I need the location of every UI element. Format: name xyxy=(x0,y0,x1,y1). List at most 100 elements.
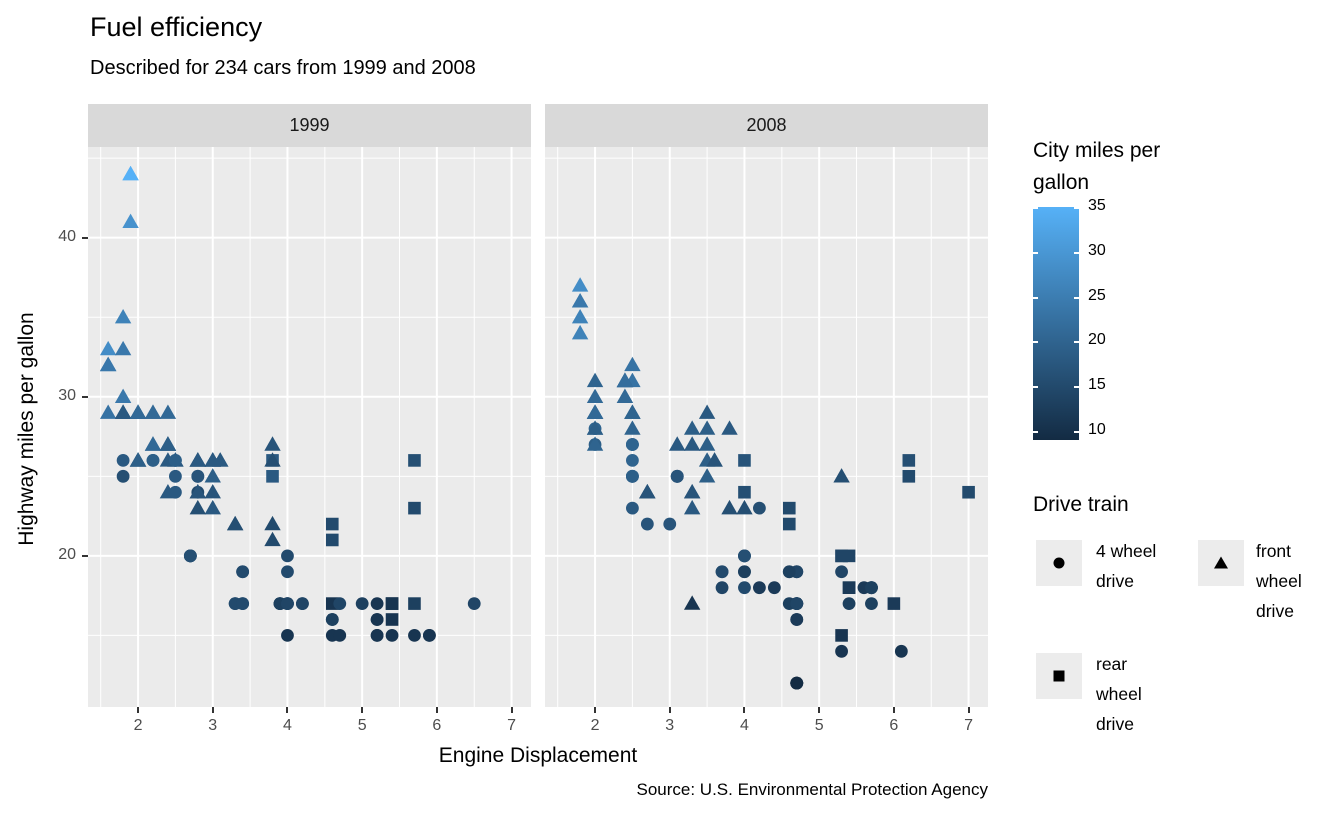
data-point xyxy=(146,454,160,467)
colorbar-tick-mark xyxy=(1033,341,1038,344)
data-point xyxy=(626,438,639,451)
x-tick-mark xyxy=(211,707,214,713)
x-tick-label: 7 xyxy=(964,717,974,734)
y-tick-mark xyxy=(82,554,88,557)
colorbar-tick-mark xyxy=(1074,341,1079,344)
data-point xyxy=(736,499,753,515)
data-point xyxy=(586,420,604,435)
data-point xyxy=(129,404,147,419)
data-point xyxy=(370,597,384,610)
data-point xyxy=(333,629,347,642)
data-point xyxy=(408,629,421,642)
x-tick-label: 2 xyxy=(590,717,600,734)
x-tick-mark xyxy=(668,707,671,713)
data-point xyxy=(236,597,250,610)
x-tick-label: 3 xyxy=(208,717,218,734)
data-point xyxy=(159,436,177,451)
colorbar-tick-mark xyxy=(1033,207,1038,209)
data-point xyxy=(122,165,139,181)
y-tick-label: 40 xyxy=(58,227,76,245)
x-tick-label: 5 xyxy=(357,717,367,734)
data-point xyxy=(99,404,117,419)
data-point xyxy=(183,549,197,563)
data-point xyxy=(782,565,796,579)
x-tick-label: 7 xyxy=(507,717,517,734)
colorbar-tick-mark xyxy=(1033,431,1038,434)
data-point xyxy=(325,517,339,531)
data-point xyxy=(698,404,716,419)
data-point xyxy=(887,597,901,610)
data-point xyxy=(626,469,639,483)
data-point xyxy=(586,436,604,451)
data-point xyxy=(204,452,221,467)
data-point xyxy=(144,436,162,451)
triangle-marker-icon xyxy=(1214,556,1228,569)
data-point xyxy=(189,452,207,467)
data-point xyxy=(226,515,244,531)
data-point xyxy=(189,484,207,499)
data-point xyxy=(738,581,751,595)
circle-marker-icon xyxy=(1053,557,1065,569)
colorbar-tick-label: 15 xyxy=(1088,376,1106,394)
y-axis-title: Highway miles per gallon xyxy=(15,312,38,546)
data-point xyxy=(191,469,205,483)
legend-label-4wd: 4 wheel drive xyxy=(1096,541,1157,591)
data-point xyxy=(333,597,347,610)
data-point xyxy=(571,309,589,324)
data-point xyxy=(894,644,908,658)
data-point xyxy=(683,595,701,610)
x-tick-mark xyxy=(892,707,895,713)
colorbar-tick-mark xyxy=(1074,386,1079,389)
data-point xyxy=(624,404,641,419)
data-point xyxy=(738,549,751,563)
data-point xyxy=(169,485,182,499)
data-point xyxy=(385,629,399,642)
data-point xyxy=(640,517,654,531)
data-point xyxy=(624,356,641,372)
square-marker-icon xyxy=(1053,670,1065,682)
facet-strip-label: 2008 xyxy=(545,104,988,147)
data-point xyxy=(721,499,738,515)
data-point xyxy=(189,499,207,515)
data-point xyxy=(715,565,729,579)
data-point xyxy=(683,499,701,515)
colorbar-tick-mark xyxy=(1074,251,1079,254)
data-point xyxy=(738,454,751,467)
data-point xyxy=(264,436,281,451)
data-point xyxy=(571,324,589,340)
x-tick-mark xyxy=(743,707,746,713)
legend-label-front-wheel: front wheel drive xyxy=(1256,541,1302,621)
data-point xyxy=(767,581,781,595)
data-point xyxy=(114,388,132,403)
data-point xyxy=(370,629,384,642)
data-point xyxy=(753,501,766,515)
colorbar-tick-label: 25 xyxy=(1088,286,1106,304)
data-point xyxy=(114,404,132,419)
x-tick-label: 4 xyxy=(740,717,749,734)
data-point xyxy=(721,420,738,435)
data-point xyxy=(114,340,132,356)
colorbar-tick-label: 10 xyxy=(1088,421,1106,439)
x-tick-mark xyxy=(967,707,970,713)
x-tick-mark xyxy=(286,707,289,713)
colorbar-tick-mark xyxy=(1033,386,1038,389)
colorbar-tick-mark xyxy=(1074,296,1079,299)
data-point xyxy=(281,629,294,642)
x-tick-mark xyxy=(361,707,364,713)
data-point xyxy=(281,597,294,610)
source-caption: Source: U.S. Environmental Protection Ag… xyxy=(636,780,988,799)
data-point xyxy=(902,454,916,467)
plot-panel-1999 xyxy=(88,147,531,707)
legend-label-rear-wheel: rear wheel drive xyxy=(1096,654,1142,734)
data-point xyxy=(683,436,701,451)
data-point xyxy=(325,613,339,626)
data-point xyxy=(169,454,182,467)
data-point xyxy=(296,597,309,610)
data-point xyxy=(571,277,589,292)
data-point xyxy=(835,565,848,579)
data-point xyxy=(616,388,634,403)
data-point xyxy=(236,565,250,579)
colorbar-tick-label: 30 xyxy=(1088,241,1106,259)
data-point xyxy=(616,372,634,388)
data-point xyxy=(698,436,716,451)
